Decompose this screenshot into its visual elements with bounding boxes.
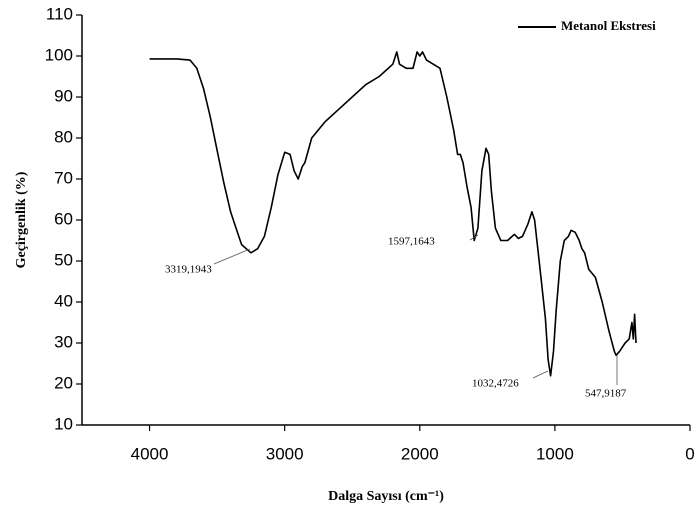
x-tick-label: 3000 bbox=[266, 444, 304, 463]
x-tick-label: 1000 bbox=[536, 444, 574, 463]
annotation-leader bbox=[213, 248, 251, 265]
y-tick-label: 30 bbox=[54, 332, 73, 351]
y-tick-label: 40 bbox=[54, 291, 73, 310]
y-tick-label: 70 bbox=[54, 168, 73, 187]
y-tick-label: 100 bbox=[45, 45, 73, 64]
annotation: 3319,1943 bbox=[165, 264, 212, 276]
x-tick-label: 4000 bbox=[131, 444, 169, 463]
x-axis-title: Dalga Sayısı (cm⁻¹) bbox=[328, 489, 444, 504]
x-tick-label: 2000 bbox=[401, 444, 439, 463]
annotation: 1032,4726 bbox=[472, 378, 519, 390]
y-tick-label: 50 bbox=[54, 250, 73, 269]
spectrum-line bbox=[149, 51, 637, 377]
y-tick-label: 80 bbox=[54, 127, 73, 146]
y-tick-label: 110 bbox=[46, 4, 73, 23]
annotation-leader bbox=[469, 234, 479, 241]
annotation-leader bbox=[532, 370, 549, 379]
annotation: 1597,1643 bbox=[388, 236, 435, 248]
y-tick-label: 10 bbox=[54, 414, 73, 433]
y-tick-label: 90 bbox=[54, 86, 73, 105]
y-axis-title: Geçirgenlik (%) bbox=[14, 171, 29, 268]
legend-label: Metanol Ekstresi bbox=[561, 18, 656, 33]
annotation: 547,9187 bbox=[585, 388, 627, 400]
y-tick-label: 20 bbox=[54, 373, 73, 392]
y-tick-label: 60 bbox=[54, 209, 73, 228]
x-tick-label: 0 bbox=[685, 444, 694, 463]
